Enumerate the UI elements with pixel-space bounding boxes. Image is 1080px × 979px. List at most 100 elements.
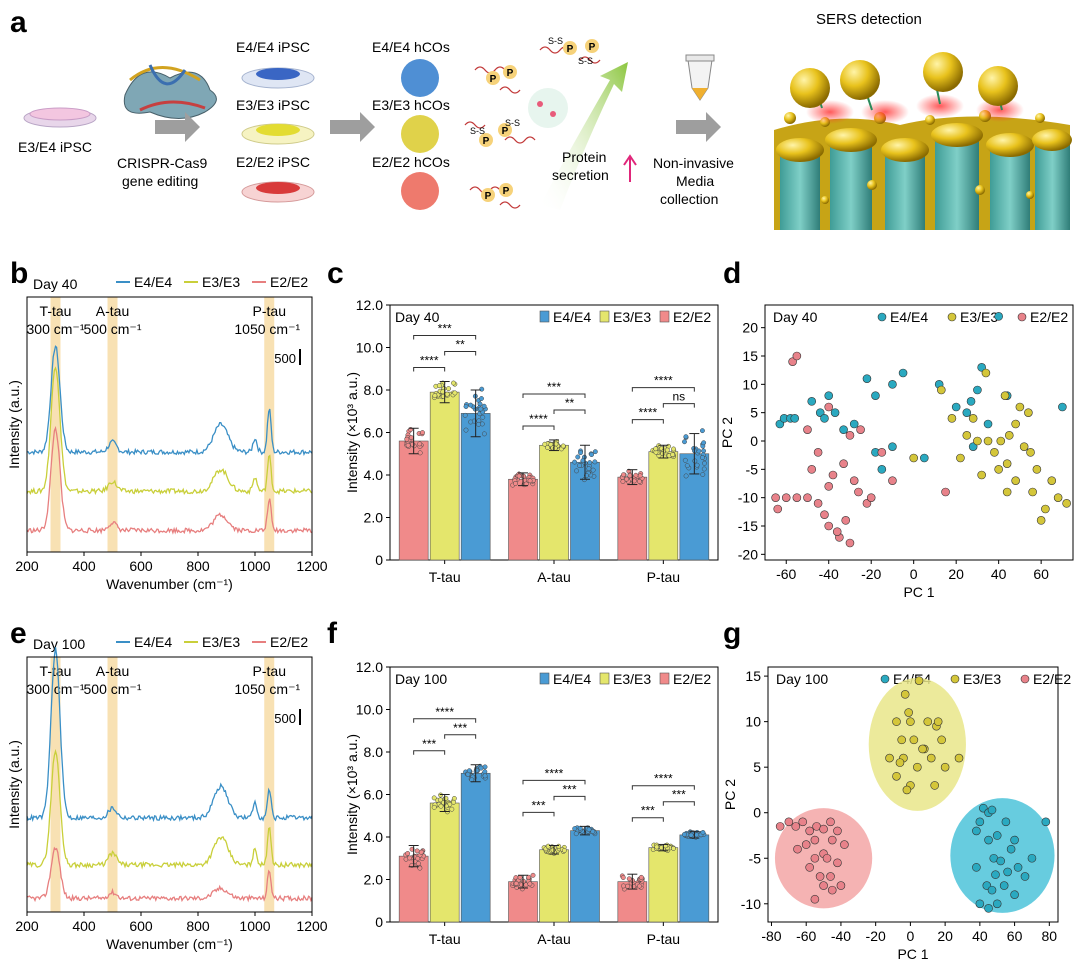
data-point (653, 446, 659, 452)
scatter-point-e3-e3 (956, 453, 965, 463)
data-point (700, 830, 706, 835)
scatter-point-e2-e2 (833, 858, 842, 868)
data-point (406, 855, 412, 861)
legend-label: E3/E3 (613, 309, 651, 325)
data-point (517, 875, 523, 880)
scatter-point-e3-e3 (1026, 448, 1035, 457)
media-label-2: Media (676, 173, 714, 189)
ipsc-label-e3: E3/E3 iPSC (236, 97, 310, 113)
data-point (481, 431, 487, 437)
peak-name: P-tau (253, 663, 286, 679)
scatter-point-e3-e3 (1041, 504, 1050, 514)
x-tick-label: 1000 (239, 558, 270, 574)
data-point (699, 428, 705, 434)
scatter-point-e4-e4 (888, 380, 897, 389)
data-point (414, 848, 420, 854)
scatter-point-e3-e3 (900, 690, 910, 699)
data-point (446, 386, 451, 392)
data-point (684, 463, 690, 469)
panel-letter-c: c (327, 257, 344, 290)
bar-e3-e3-a-tau (539, 444, 569, 561)
scatter-point-e2-e2 (813, 448, 823, 457)
peak-name: A-tau (96, 303, 129, 319)
bar-e4-e4-a-tau (570, 830, 600, 923)
x-tick-label: A-tau (537, 569, 570, 585)
data-point (670, 452, 676, 458)
data-point (620, 479, 626, 484)
y-tick-label: 0 (375, 552, 383, 568)
scatter-point-e2-e2 (824, 482, 834, 491)
scatter-point-e2-e2 (792, 493, 802, 502)
scatter-point-e3-e3 (897, 735, 907, 745)
scatter-point-e3-e3 (947, 414, 957, 423)
scatter-point-e2-e2 (841, 516, 851, 525)
data-point (701, 466, 707, 472)
scatter-point-e4-e4 (996, 856, 1005, 866)
disulfide-labels: S-S S-S S-S S-S (470, 36, 593, 136)
data-point (542, 441, 548, 447)
hco-e2-icon (401, 172, 439, 210)
hco-label-e4: E4/E4 hCOs (372, 39, 450, 55)
x-tick-label: 40 (991, 566, 1007, 582)
scatter-point-e3-e3 (1047, 476, 1057, 485)
data-point (633, 472, 639, 478)
scatter-point-e3-e3 (902, 785, 912, 795)
sig-bracket (444, 734, 477, 739)
p-badge: P (485, 191, 492, 202)
x-tick-label: 200 (15, 918, 39, 934)
data-point (463, 404, 469, 409)
legend-label: E4/E4 (553, 671, 591, 687)
panel-c-bar-day40: Day 40 E4/E4 E3/E3 E2/E2 0 2.0 4.0 6.0 8.0 10.0 12… (344, 297, 719, 585)
data-point (637, 883, 642, 889)
data-point (438, 803, 444, 809)
legend-label: E2/E2 (1033, 671, 1071, 687)
crispr-protein-icon (123, 64, 217, 119)
peak-band (50, 297, 61, 552)
x-axis-label: Wavenumber (cm⁻¹) (106, 936, 233, 952)
panel-g-pca-day100: Day 100E4/E4E3/E3E2/E2-80-60-40-20020406… (722, 666, 1071, 962)
scatter-point-e2-e2 (793, 844, 802, 854)
legend-swatch (877, 312, 887, 322)
data-point (701, 440, 707, 446)
scatter-point-e3-e3 (923, 717, 933, 726)
scatter-point-e2-e2 (803, 493, 812, 502)
data-point (415, 861, 421, 866)
data-point (572, 459, 578, 465)
y-tick-label: -15 (738, 518, 758, 534)
ipsc-label-e4: E4/E4 iPSC (236, 39, 310, 55)
scatter-point-e2-e2 (801, 840, 811, 849)
scatter-point-e4-e4 (790, 414, 800, 423)
scatter-point-e3-e3 (914, 676, 924, 685)
spectrum-line-e4-e4 (26, 647, 313, 823)
data-point (431, 795, 437, 801)
x-tick-label: -20 (861, 566, 881, 582)
data-point (624, 476, 629, 482)
y-axis-label: Intensity (a.u.) (6, 740, 22, 829)
data-point (521, 473, 527, 479)
data-point (404, 436, 410, 442)
x-tick-label: 600 (129, 558, 153, 574)
scatter-point-e4-e4 (992, 899, 1002, 909)
bar-e3-e3-p-tau (648, 451, 679, 561)
data-point (418, 849, 424, 855)
bar-e4-e4-t-tau (460, 772, 491, 923)
data-point (561, 848, 567, 853)
scatter-point-e2-e2 (820, 510, 829, 519)
scatter-point-e3-e3 (940, 762, 950, 772)
data-point (592, 459, 598, 465)
data-point (415, 856, 421, 861)
ss-label: S-S (578, 56, 593, 66)
panel-letter-b: b (10, 257, 28, 290)
scatter-point-e3-e3 (981, 368, 991, 378)
x-axis-label: PC 1 (897, 946, 928, 962)
scatter-point-e2-e2 (827, 885, 837, 895)
data-point (688, 832, 694, 838)
data-point (437, 797, 443, 803)
sig-label: **** (529, 412, 548, 426)
scatter-point-e4-e4 (920, 453, 929, 463)
scatter-point-e4-e4 (968, 442, 978, 451)
y-axis-label: PC 2 (722, 779, 738, 810)
p-badge: P (503, 186, 510, 197)
peak-wavenumber: 1050 cm⁻¹ (234, 681, 300, 697)
data-point (417, 441, 423, 447)
